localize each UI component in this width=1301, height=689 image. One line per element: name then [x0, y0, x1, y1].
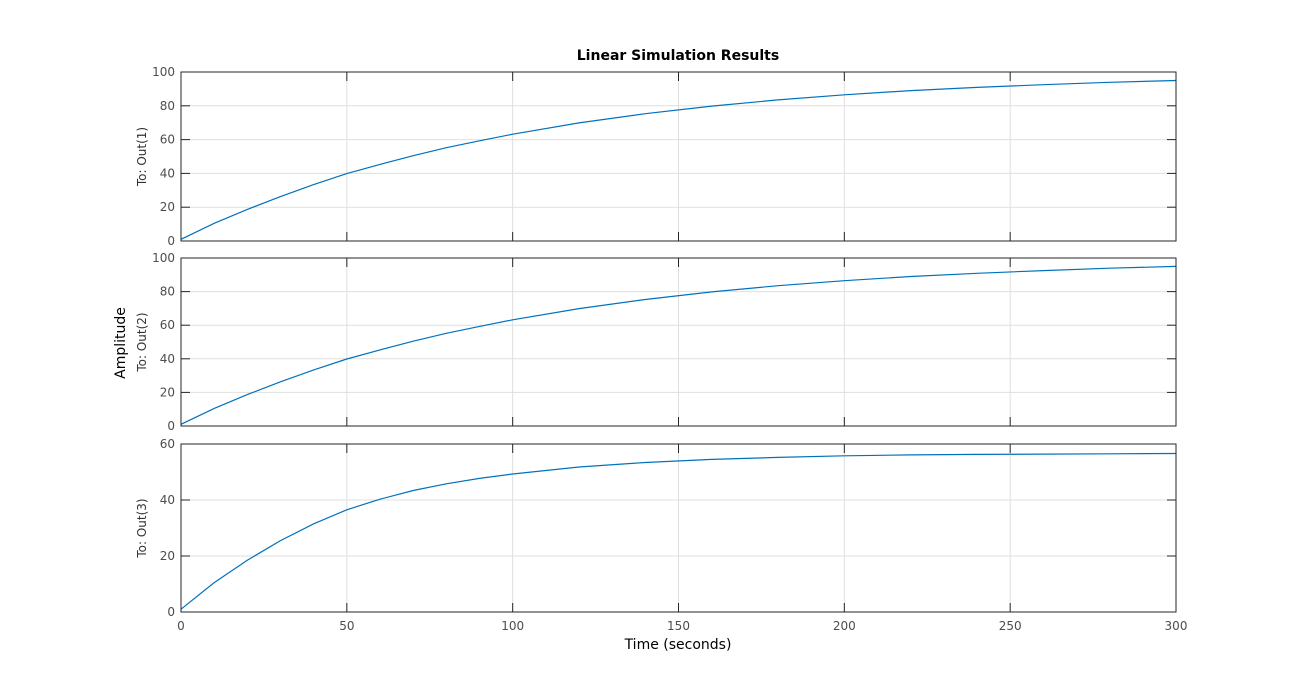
y-tick-label: 60: [160, 318, 175, 332]
x-tick-label: 0: [177, 619, 185, 633]
x-tick-label: 200: [833, 619, 856, 633]
chart-title: Linear Simulation Results: [577, 48, 779, 64]
y-tick-label: 100: [152, 251, 175, 265]
y-tick-label: 80: [160, 285, 175, 299]
axes-box: [180, 71, 1177, 242]
y-tick-label: 20: [160, 385, 175, 399]
y-tick-label: 40: [160, 352, 175, 366]
x-tick-label: 100: [501, 619, 524, 633]
subplot-1: 0 20 40 60 80 100 To: Out(1): [135, 65, 1177, 248]
x-tick-label: 250: [999, 619, 1022, 633]
x-axis-label: Time (seconds): [624, 637, 732, 653]
y-tick-label: 0: [167, 234, 175, 248]
y-tick-label: 0: [167, 419, 175, 433]
axes-box: [180, 443, 1177, 613]
response-line: [180, 265, 1177, 425]
y-tick-label: 40: [160, 166, 175, 180]
subplot-y-axis-label: To: Out(1): [135, 127, 149, 187]
y-tick-label: 0: [167, 605, 175, 619]
subplot-y-axis-label: To: Out(3): [135, 498, 149, 558]
x-tick-label: 300: [1165, 619, 1188, 633]
subplot-y-axis-label: To: Out(2): [135, 312, 149, 372]
y-tick-label: 60: [160, 437, 175, 451]
subplot-3: 0 20 40 60 To: Out(3) 0 50 100 150 200 250 300: [135, 437, 1187, 633]
y-tick-label: 20: [160, 549, 175, 563]
shared-y-axis-label: Amplitude: [113, 307, 129, 379]
y-tick-label: 100: [152, 65, 175, 79]
y-tick-label: 20: [160, 200, 175, 214]
y-tick-label: 60: [160, 133, 175, 147]
axes-box: [180, 257, 1177, 427]
y-tick-label: 80: [160, 99, 175, 113]
x-tick-label: 50: [339, 619, 354, 633]
subplot-2: 0 20 40 60 80 100 To: Out(2): [135, 251, 1177, 433]
x-tick-label: 150: [667, 619, 690, 633]
y-tick-label: 40: [160, 493, 175, 507]
response-line: [180, 79, 1177, 240]
response-line: [180, 452, 1177, 610]
